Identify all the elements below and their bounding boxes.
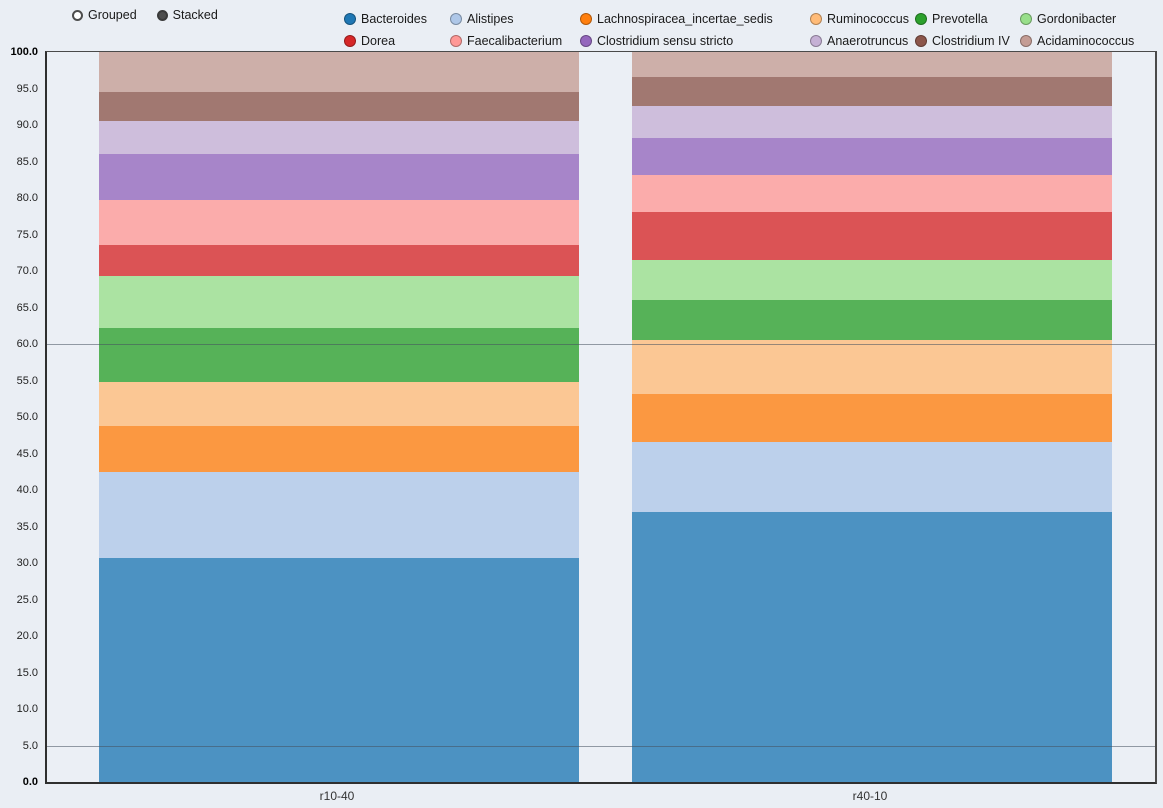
segment-Faecalibacterium[interactable] — [632, 175, 1112, 212]
mode-grouped-radio[interactable]: Grouped — [72, 8, 137, 22]
y-tick-label: 100.0 — [10, 46, 38, 58]
segment-Anaerotruncus[interactable] — [99, 121, 579, 155]
legend-label: Anaerotruncus — [827, 34, 909, 48]
mode-radio-group: Grouped Stacked — [72, 8, 218, 22]
legend-label: Faecalibacterium — [467, 34, 563, 48]
legend-item-Alistipes[interactable]: Alistipes — [450, 12, 580, 26]
x-tick-label-r40-10: r40-10 — [852, 789, 888, 803]
legend-color-dot-icon — [344, 13, 356, 25]
y-tick-label: 60.0 — [16, 338, 38, 350]
legend-label: Lachnospiracea_incertae_sedis — [597, 12, 773, 26]
y-tick-label: 45.0 — [16, 447, 38, 460]
segment-Faecalibacterium[interactable] — [99, 200, 579, 246]
segment-Gordonibacter[interactable] — [632, 260, 1112, 300]
legend-label: Prevotella — [932, 12, 988, 26]
legend-item-Clostridium-IV[interactable]: Clostridium IV — [915, 34, 1020, 48]
legend-label: Ruminococcus — [827, 12, 909, 26]
x-tick-label-r10-40: r10-40 — [319, 789, 355, 803]
legend-item-Prevotella[interactable]: Prevotella — [915, 12, 1020, 26]
y-tick-label: 95.0 — [16, 82, 38, 95]
legend-color-dot-icon — [915, 13, 927, 25]
segment-Clostridium-sensu-stricto[interactable] — [99, 154, 579, 201]
segment-Dorea[interactable] — [99, 245, 579, 277]
plot-area — [45, 51, 1157, 784]
mode-grouped-label: Grouped — [88, 8, 137, 22]
legend-label: Acidaminococcus — [1037, 34, 1135, 48]
segment-Ruminococcus[interactable] — [99, 381, 579, 426]
y-tick-label: 55.0 — [16, 374, 38, 387]
mode-stacked-radio[interactable]: Stacked — [156, 8, 218, 22]
legend-item-Faecalibacterium[interactable]: Faecalibacterium — [450, 34, 580, 48]
legend-color-dot-icon — [1020, 13, 1032, 25]
legend-color-dot-icon — [450, 13, 462, 25]
y-tick-label: 20.0 — [16, 630, 38, 642]
legend-label: Clostridium IV — [932, 34, 1010, 48]
y-tick-label: 15.0 — [16, 666, 38, 679]
y-tick-label: 30.0 — [16, 557, 38, 569]
segment-Prevotella[interactable] — [99, 327, 579, 382]
segment-Clostridium-IV[interactable] — [99, 92, 579, 122]
segment-Prevotella[interactable] — [632, 299, 1112, 341]
legend-label: Alistipes — [467, 12, 514, 26]
y-tick-label: 5.0 — [22, 739, 38, 752]
y-tick-label: 40.0 — [16, 484, 38, 496]
legend-item-Clostridium-sensu-stricto[interactable]: Clostridium sensu stricto — [580, 34, 810, 48]
y-tick-label: 70.0 — [16, 265, 38, 277]
segment-Lachnospiracea_incertae_sedis[interactable] — [99, 425, 579, 472]
segment-Clostridium-sensu-stricto[interactable] — [632, 138, 1112, 176]
legend-item-Ruminococcus[interactable]: Ruminococcus — [810, 12, 915, 26]
legend-color-dot-icon — [580, 35, 592, 47]
legend-item-Bacteroides[interactable]: Bacteroides — [344, 12, 450, 26]
legend-color-dot-icon — [810, 35, 822, 47]
segment-Bacteroides[interactable] — [99, 557, 579, 782]
bar-r40-10[interactable] — [632, 52, 1112, 782]
segment-Acidaminococcus[interactable] — [632, 52, 1112, 77]
segment-Dorea[interactable] — [632, 211, 1112, 261]
legend-color-dot-icon — [344, 35, 356, 47]
y-tick-label: 35.0 — [16, 520, 38, 533]
y-tick-label: 65.0 — [16, 301, 38, 314]
y-tick-label: 25.0 — [16, 593, 38, 606]
legend-item-Acidaminococcus[interactable]: Acidaminococcus — [1020, 34, 1163, 48]
y-axis-labels: 0.0 5.0 10.0 15.0 20.0 25.0 30.0 35.0 40.0 45.0 50… — [0, 46, 42, 788]
legend-color-dot-icon — [915, 35, 927, 47]
y-tick-label: 90.0 — [16, 119, 38, 131]
radio-circle-icon — [72, 9, 83, 21]
y-tick-label: 0.0 — [22, 776, 38, 788]
y-tick-label: 85.0 — [16, 155, 38, 168]
bar-r10-40[interactable] — [99, 52, 579, 782]
segment-Anaerotruncus[interactable] — [632, 106, 1112, 139]
y-tick-label: 50.0 — [16, 411, 38, 423]
legend-label: Gordonibacter — [1037, 12, 1117, 26]
segment-Gordonibacter[interactable] — [99, 276, 579, 328]
chart-controls: Grouped Stacked Bacteroides Alistipes Lach… — [0, 0, 1163, 50]
mode-stacked-label: Stacked — [172, 8, 218, 22]
segment-Lachnospiracea_incertae_sedis[interactable] — [632, 394, 1112, 442]
segment-Ruminococcus[interactable] — [632, 340, 1112, 395]
x-axis-labels: r10-40 r40-10 — [45, 789, 1157, 807]
legend-item-Gordonibacter[interactable]: Gordonibacter — [1020, 12, 1163, 26]
legend-item-Anaerotruncus[interactable]: Anaerotruncus — [810, 34, 915, 48]
y-tick-label: 80.0 — [16, 192, 38, 204]
segment-Clostridium-IV[interactable] — [632, 76, 1112, 107]
legend-color-dot-icon — [1020, 35, 1032, 47]
radio-circle-icon — [156, 9, 168, 21]
segment-Alistipes[interactable] — [632, 441, 1112, 512]
legend-label: Bacteroides — [361, 12, 428, 26]
y-tick-label: 10.0 — [16, 703, 38, 715]
y-tick-label: 75.0 — [16, 228, 38, 241]
legend-label: Clostridium sensu stricto — [597, 34, 734, 48]
legend-color-dot-icon — [810, 13, 822, 25]
legend-item-Dorea[interactable]: Dorea — [344, 34, 450, 48]
legend-color-dot-icon — [580, 13, 592, 25]
legend-item-Lachnospiracea_incertae_sedis[interactable]: Lachnospiracea_incertae_sedis — [580, 12, 810, 26]
legend: Bacteroides Alistipes Lachnospiracea_incer… — [344, 8, 1163, 52]
segment-Alistipes[interactable] — [99, 471, 579, 558]
legend-label: Dorea — [361, 34, 396, 48]
segment-Bacteroides[interactable] — [632, 511, 1112, 782]
legend-color-dot-icon — [450, 35, 462, 47]
segment-Acidaminococcus[interactable] — [99, 52, 579, 93]
